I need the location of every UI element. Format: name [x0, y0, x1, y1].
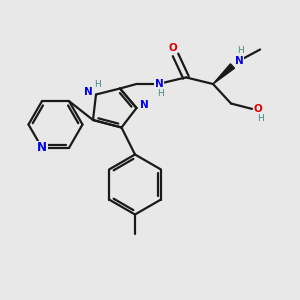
Text: H: H: [94, 80, 101, 89]
Polygon shape: [213, 64, 235, 84]
Text: N: N: [37, 141, 47, 154]
Text: O: O: [168, 43, 177, 53]
Text: N: N: [154, 79, 164, 89]
Text: N: N: [235, 56, 244, 67]
Text: H: H: [157, 89, 164, 98]
Text: O: O: [253, 104, 262, 114]
Text: H: H: [237, 46, 244, 55]
Text: N: N: [84, 86, 93, 97]
Text: H: H: [257, 114, 264, 123]
Text: N: N: [140, 100, 148, 110]
